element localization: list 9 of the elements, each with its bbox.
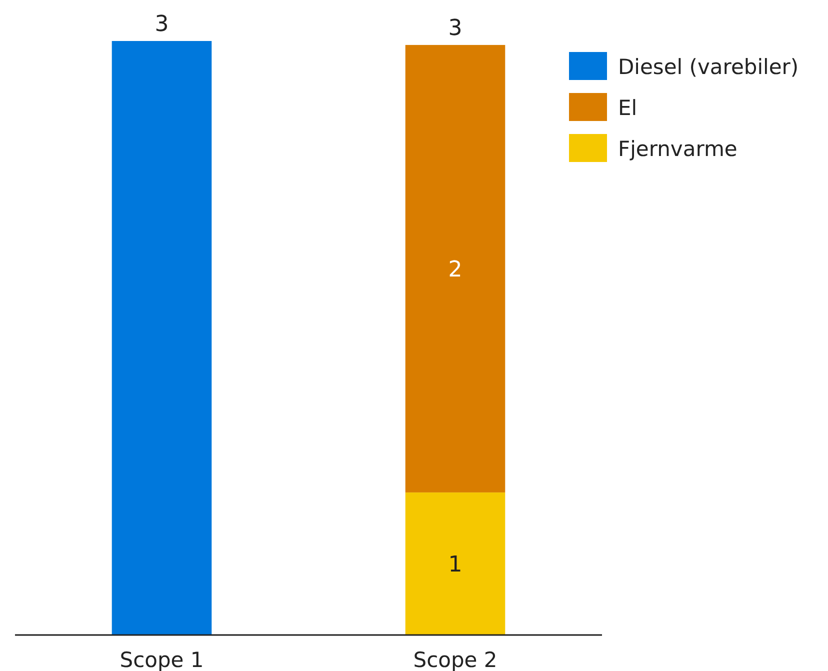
x-tick-label: Scope 2	[413, 648, 498, 671]
total-label: 3	[448, 16, 462, 41]
data-label: 2	[448, 258, 462, 283]
legend-label: El	[618, 96, 638, 120]
data-label: 1	[448, 552, 462, 578]
legend-label: Diesel (varebiler)	[618, 55, 799, 79]
x-tick-label: Scope 1	[120, 648, 204, 671]
legend-label: Fjernvarme	[618, 137, 738, 161]
total-label: 3	[154, 12, 169, 37]
